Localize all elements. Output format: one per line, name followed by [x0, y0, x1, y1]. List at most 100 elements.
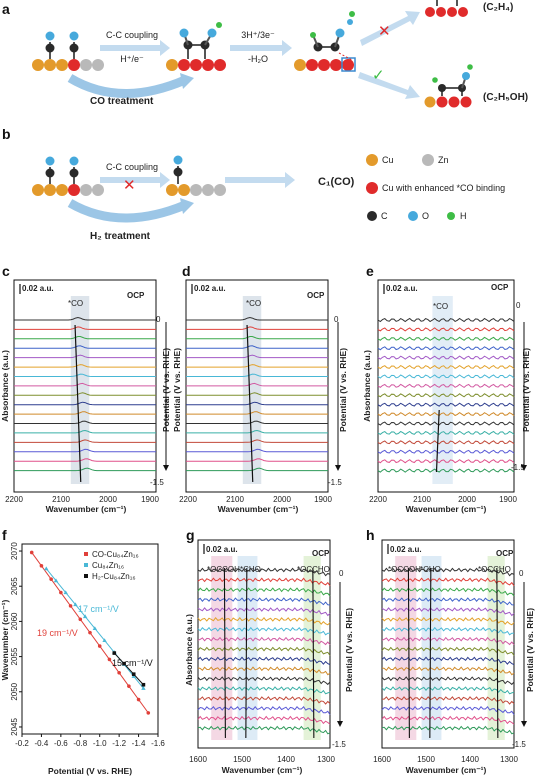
- right-label-d: Potential (V vs. RHE): [338, 348, 348, 432]
- legend-cu: Cu: [382, 155, 394, 165]
- data-point-f-0-12: [146, 711, 151, 715]
- spectrum-trace-d-9: [186, 401, 328, 406]
- spectrum-trace-d-8: [186, 392, 328, 396]
- data-point-f-0-6: [88, 630, 92, 635]
- spectrum-trace-e-12: [377, 430, 515, 436]
- label-b-cc-coupling: C-C coupling: [106, 162, 158, 172]
- legend: Cu Zn Cu with enhanced *CO binding C O H: [366, 154, 505, 221]
- legend-f-0: CO-Cu₈₄Zn₁₆: [92, 550, 139, 559]
- spectrum-trace-c-8: [14, 392, 156, 396]
- right-label-e: Potential (V vs. RHE): [521, 348, 531, 432]
- xtick-g-0: 1600: [189, 755, 207, 764]
- spectrum-trace-h-6: [381, 626, 515, 636]
- xlabel-c: Wavenumber (cm⁻¹): [46, 504, 127, 514]
- label-h-e: H⁺/e⁻: [120, 54, 144, 64]
- data-point-f-0-8: [107, 657, 112, 662]
- right-label-g: Potential (V vs. RHE): [344, 608, 354, 692]
- cluster-c2h5oh: [424, 64, 473, 108]
- ytick-f-2: 2055: [10, 647, 19, 665]
- data-point-f-1-9: [131, 674, 136, 678]
- spectrum-trace-g-10: [197, 666, 331, 676]
- peak-label-d: *CO: [246, 299, 261, 308]
- label-co-treatment: CO treatment: [90, 96, 154, 107]
- slope-label-0: 19 cm⁻¹/V: [37, 628, 78, 638]
- bottom-value-d: -1.5: [328, 478, 342, 487]
- spectrum-trace-c-2: [14, 336, 156, 340]
- peak-band-h-1: [421, 556, 442, 740]
- spectrum-trace-g-5: [197, 617, 331, 626]
- spectrum-trace-h-7: [381, 636, 515, 646]
- xlabel-d: Wavenumber (cm⁻¹): [218, 504, 299, 514]
- spectrum-trace-e-6: [377, 374, 515, 379]
- xtick-e-1: 2100: [413, 495, 431, 504]
- spectrum-trace-d-4: [186, 354, 328, 359]
- xtick-d-0: 2200: [179, 495, 197, 504]
- arrow-to-c2h4: [360, 11, 420, 46]
- ylabel-f: Wavenumber (cm⁻¹): [0, 599, 10, 680]
- data-point-f-1-0: [44, 566, 49, 571]
- peak-band-g-0: [211, 556, 233, 740]
- product-c2h4: (C₂H₄): [483, 2, 513, 13]
- ocp-label-e: OCP: [491, 283, 509, 292]
- fit-line-f-2: [113, 652, 144, 686]
- spectrum-trace-h-11: [381, 676, 515, 686]
- spectrum-trace-g-0: [197, 567, 331, 577]
- xtick-f-6: -1.4: [132, 739, 146, 748]
- arrow-to-c2h5oh: [358, 72, 420, 99]
- spectrum-trace-g-11: [197, 676, 331, 686]
- peak-label-g-3: *OCCHO: [297, 565, 330, 574]
- bottom-value-h: -1.5: [512, 740, 526, 749]
- spectrum-trace-d-11: [186, 420, 328, 424]
- cross-mark-icon: ✕: [378, 23, 391, 40]
- xtick-h-0: 1600: [373, 755, 391, 764]
- check-mark-icon: ✓: [372, 67, 385, 84]
- spectrum-trace-e-0: [377, 317, 515, 323]
- scale-bar-h: 0.02 a.u.: [390, 545, 422, 554]
- top-value-d: 0: [334, 315, 339, 324]
- scale-bar-c: 0.02 a.u.: [22, 284, 54, 293]
- panel-label-a: a: [2, 1, 10, 17]
- spectrum-trace-c-15: [14, 458, 156, 462]
- legend-f-marker-0: [84, 552, 88, 556]
- spectrum-trace-d-3: [186, 345, 328, 349]
- spectrum-trace-c-9: [14, 401, 156, 406]
- spectrum-trace-c-7: [14, 382, 156, 387]
- spectrum-trace-e-9: [377, 402, 515, 407]
- spectrum-trace-c-12: [14, 429, 156, 434]
- xtick-f-7: -1.6: [151, 739, 165, 748]
- legend-cu-enhanced: Cu with enhanced *CO binding: [382, 183, 505, 193]
- panel-d: d 0.02 a.u. OCP *CO 0 -1.5 Wavenumber (c…: [172, 263, 348, 514]
- spectrum-trace-d-0: [186, 316, 328, 321]
- co-treatment-arrow: [67, 74, 187, 98]
- spectrum-trace-c-5: [14, 364, 156, 368]
- spectrum-trace-d-13: [186, 439, 328, 443]
- spectrum-trace-c-4: [14, 354, 156, 359]
- xtick-c-0: 2200: [5, 495, 23, 504]
- spectrum-trace-d-12: [186, 429, 328, 434]
- data-point-f-0-2: [49, 577, 53, 581]
- right-label-h: Potential (V vs. RHE): [525, 608, 535, 692]
- top-value-c: 0: [156, 315, 161, 324]
- data-point-f-1-5: [92, 626, 98, 631]
- xtick-d-3: 1900: [314, 495, 332, 504]
- spectrum-trace-d-5: [186, 364, 328, 368]
- spectrum-trace-d-7: [186, 382, 328, 387]
- xtick-c-1: 2100: [52, 495, 70, 504]
- spectrum-trace-d-15: [186, 458, 328, 462]
- product-c2h5oh: (C₂H₅OH): [483, 92, 528, 103]
- panel-label-h: h: [366, 527, 375, 543]
- cluster-b-start: [32, 156, 104, 196]
- spectrum-trace-e-3: [377, 346, 515, 351]
- spectrum-trace-d-14: [186, 448, 328, 453]
- legend-h-dot: [447, 212, 455, 220]
- data-point-f-2-1: [122, 661, 126, 666]
- spectrum-trace-g-15: [197, 715, 331, 725]
- xtick-f-5: -1.2: [112, 739, 126, 748]
- label-cc-coupling: C-C coupling: [106, 30, 158, 40]
- spectrum-trace-h-2: [381, 587, 515, 597]
- xtick-f-3: -0.8: [73, 739, 87, 748]
- data-point-f-0-7: [97, 644, 102, 648]
- legend-f-marker-2: [84, 574, 88, 578]
- label-h2o: -H₂O: [248, 54, 268, 64]
- slope-label-2: 15 cm⁻¹/V: [112, 658, 153, 668]
